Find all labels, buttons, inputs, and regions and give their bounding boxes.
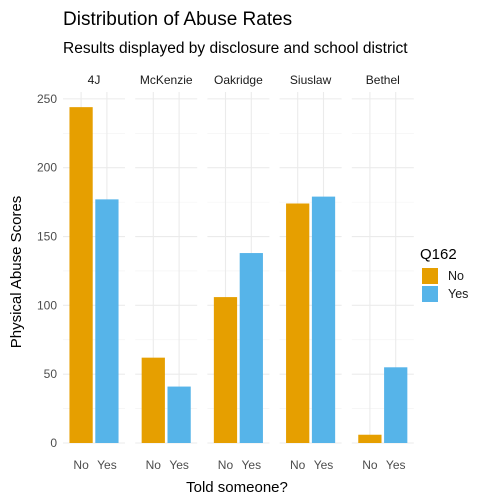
x-tick-label: Yes [386, 458, 406, 472]
x-tick-label: No [146, 458, 162, 472]
bar [286, 203, 310, 443]
facet-panel: McKenzie No Yes [135, 73, 198, 472]
bar [239, 253, 263, 443]
legend-key [422, 268, 438, 284]
bar [141, 357, 165, 443]
chart-title: Distribution of Abuse Rates [63, 9, 292, 30]
facet-panel: Siuslaw No Yes [279, 73, 342, 472]
bar [213, 297, 238, 443]
x-axis-title: Told someone? [186, 479, 288, 496]
legend-label: No [448, 269, 464, 283]
facet-panel: Bethel No Yes [351, 73, 414, 472]
x-tick-label: Yes [169, 458, 189, 472]
facet-label: McKenzie [140, 73, 193, 87]
x-tick-label: No [218, 458, 234, 472]
bar [311, 196, 336, 443]
facet-panel: Oakridge No Yes [207, 73, 270, 472]
y-tick-label: 0 [50, 436, 57, 450]
x-tick-label: Yes [314, 458, 334, 472]
x-tick-label: No [290, 458, 306, 472]
x-tick-label: No [362, 458, 378, 472]
facet-label: Siuslaw [290, 73, 332, 87]
facet-panel: 4J No Yes [63, 73, 125, 472]
x-tick-label: No [73, 458, 89, 472]
y-tick-label: 200 [37, 161, 57, 175]
chart-subtitle: Results displayed by disclosure and scho… [63, 40, 408, 57]
x-tick-label: Yes [242, 458, 262, 472]
facet-label: Oakridge [214, 73, 263, 87]
y-tick-label: 100 [37, 298, 57, 312]
y-axis: 0 50 100 150 200 250 [37, 92, 57, 450]
x-tick-label: Yes [97, 458, 117, 472]
bar [95, 199, 119, 443]
bar [358, 434, 382, 443]
y-tick-label: 250 [37, 92, 57, 106]
bar [69, 107, 93, 443]
y-axis-title: Physical Abuse Scores [8, 196, 25, 349]
facet-label: 4J [88, 73, 101, 87]
legend-label: Yes [448, 287, 468, 301]
legend: Q162 No Yes [420, 246, 468, 302]
legend-key [422, 286, 438, 302]
y-tick-label: 50 [44, 367, 58, 381]
bar [384, 367, 408, 443]
facet-label: Bethel [366, 73, 400, 87]
y-tick-label: 150 [37, 230, 57, 244]
legend-title: Q162 [420, 246, 457, 263]
bar [167, 386, 191, 443]
